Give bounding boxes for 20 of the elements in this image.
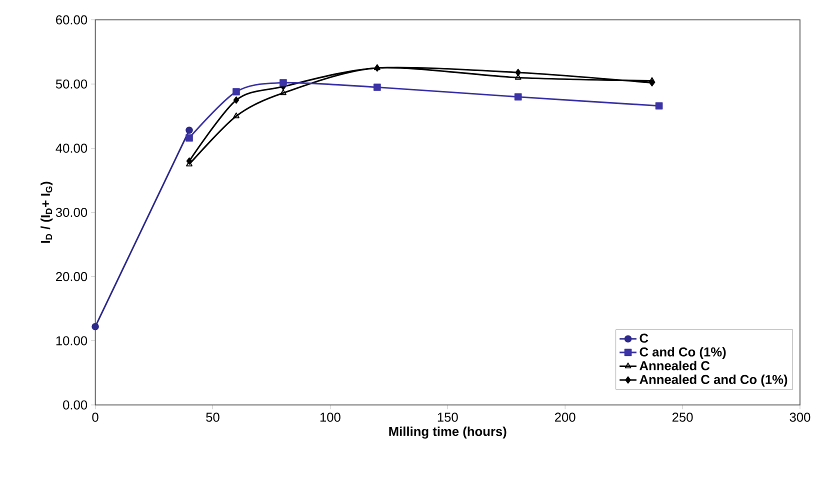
- x-tick-label: 250: [672, 412, 693, 422]
- y-tick-label: 50.00: [56, 79, 88, 88]
- x-tick-label: 0: [92, 412, 98, 422]
- x-tick-label: 150: [438, 412, 458, 422]
- y-axis-title: I$_{D}$ / (I$_{D}$+ I$_{G}$): [40, 182, 53, 243]
- y-tick-label: 10.00: [56, 336, 88, 346]
- y-tick-label: 40.00: [56, 144, 88, 153]
- x-tick-label: 50: [206, 412, 220, 422]
- x-axis-title: Milling time (hours): [389, 426, 506, 439]
- x-tick-label: 100: [320, 412, 340, 422]
- y-tick-label: 20.00: [56, 272, 88, 282]
- legend-label: C and Co (1%): [640, 346, 726, 359]
- legend-label: C: [640, 334, 648, 343]
- legend-label: Annealed C and Co (1%): [640, 374, 788, 386]
- y-tick-label: 30.00: [56, 208, 88, 217]
- y-tick-label: 0.00: [63, 400, 88, 410]
- x-tick-label: 300: [790, 412, 810, 422]
- legend-label: Annealed C: [640, 360, 710, 370]
- y-tick-label: 60.00: [56, 15, 88, 24]
- x-tick-label: 200: [555, 412, 576, 422]
